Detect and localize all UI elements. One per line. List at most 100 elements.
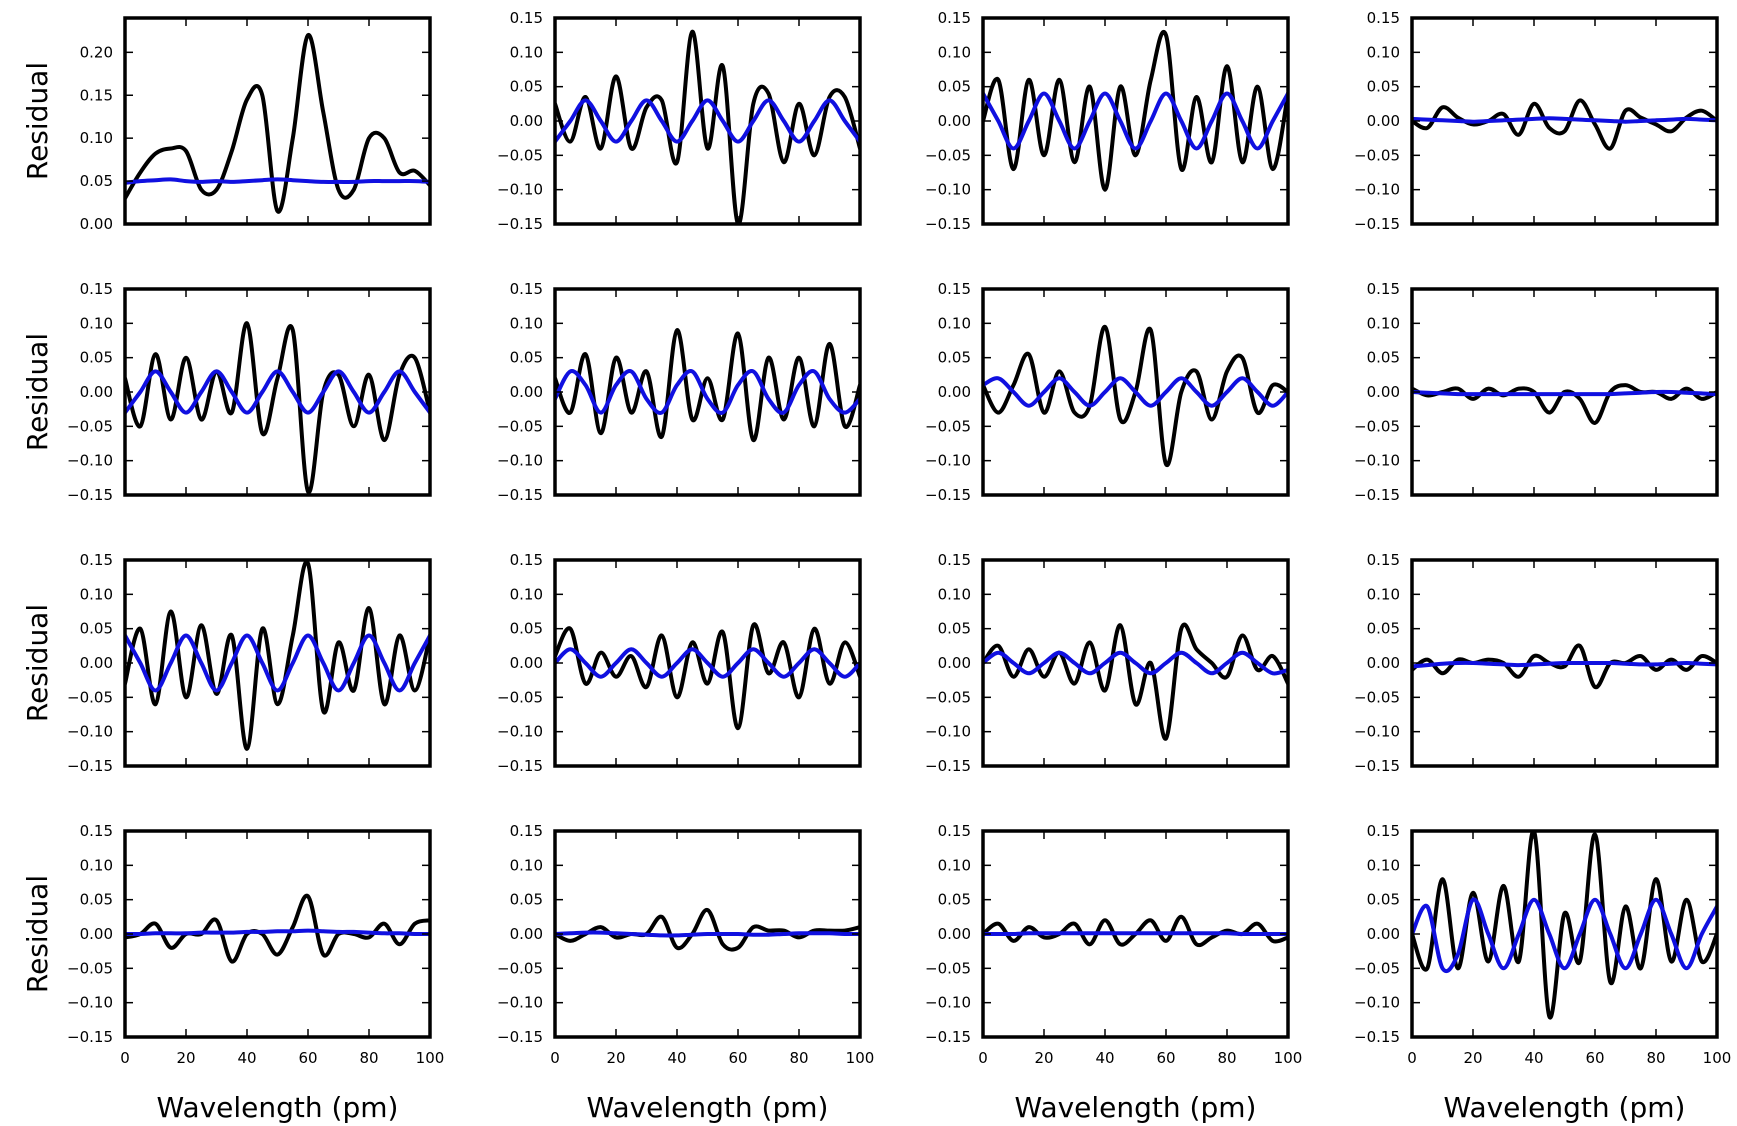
y-tick-label: 0.05: [938, 349, 971, 367]
x-axis-label: Wavelength (pm): [587, 1091, 829, 1124]
y-tick-label: −0.15: [67, 486, 113, 504]
y-tick-label: −0.15: [925, 215, 971, 233]
y-tick-label: 0.10: [80, 585, 113, 603]
x-tick-label: 80: [789, 1049, 808, 1067]
y-tick-label: −0.10: [497, 994, 543, 1012]
y-tick-label: 0.10: [80, 314, 113, 332]
y-tick-label: −0.10: [497, 181, 543, 199]
y-tick-label: 0.10: [938, 43, 971, 61]
y-tick-label: 0.05: [1367, 620, 1400, 638]
y-tick-label: 0.10: [510, 585, 543, 603]
y-tick-label: 0.00: [938, 925, 971, 943]
y-tick-label: −0.10: [1354, 723, 1400, 741]
y-tick-label: 0.00: [938, 654, 971, 672]
y-axis-label: Residual: [21, 333, 54, 451]
y-tick-label: 0.00: [510, 383, 543, 401]
y-tick-label: −0.10: [497, 452, 543, 470]
y-tick-label: −0.10: [925, 994, 971, 1012]
y-tick-label: 0.15: [80, 280, 113, 298]
y-tick-label: 0.00: [510, 112, 543, 130]
y-tick-label: −0.10: [925, 723, 971, 741]
x-tick-label: 100: [1703, 1049, 1732, 1067]
subplot-r3c4: −0.15 −0.10 −0.05 0.00 0.05 0.10 0.15: [1354, 551, 1719, 775]
y-tick-label: 0.15: [510, 551, 543, 569]
series-residual-r3c3: [983, 622, 1288, 741]
subplot-r3c1: −0.15 −0.10 −0.05 0.00 0.05 0.10 0.15 Residual: [21, 551, 432, 775]
subplot-r3c3: −0.15 −0.10 −0.05 0.00 0.05 0.10 0.15: [925, 551, 1290, 775]
y-tick-label: 0.15: [1367, 551, 1400, 569]
y-tick-label: −0.05: [1354, 146, 1400, 164]
y-axis-label: Residual: [21, 62, 54, 180]
subplot-r4c2: −0.15 −0.10 −0.05 0.00 0.05 0.10 0.15 0 20 40 60 80…: [497, 822, 874, 1124]
y-tick-label: 0.05: [510, 78, 543, 96]
x-tick-label: 40: [1095, 1049, 1114, 1067]
y-tick-label: −0.10: [1354, 181, 1400, 199]
y-axis-label: Residual: [21, 604, 54, 722]
y-tick-label: 0.15: [938, 551, 971, 569]
series-fit-r1c2: [555, 98, 860, 144]
plot-frame: [123, 16, 432, 226]
x-tick-label: 20: [606, 1049, 625, 1067]
subplot-r2c4: −0.15 −0.10 −0.05 0.00 0.05 0.10 0.15: [1354, 280, 1719, 504]
x-tick-label: 60: [298, 1049, 317, 1067]
series-fit-r4c1: [125, 928, 430, 937]
y-tick-label: 0.00: [938, 383, 971, 401]
series-residual-r2c2: [555, 328, 860, 443]
y-tick-label: 0.10: [1367, 856, 1400, 874]
y-tick-label: 0.15: [510, 822, 543, 840]
x-tick-label: 60: [728, 1049, 747, 1067]
x-tick-label: 80: [1217, 1049, 1236, 1067]
y-tick-label: 0.15: [938, 822, 971, 840]
y-tick-label: 0.05: [80, 349, 113, 367]
y-tick-label: 0.05: [510, 349, 543, 367]
y-tick-label: −0.05: [497, 146, 543, 164]
y-tick-label: 0.15: [938, 9, 971, 27]
y-tick-label: 0.15: [510, 280, 543, 298]
y-tick-label: 0.05: [938, 620, 971, 638]
x-tick-label: 60: [1156, 1049, 1175, 1067]
y-tick-label: 0.15: [1367, 280, 1400, 298]
series-fit-r1c3: [983, 91, 1288, 151]
y-tick-label: −0.05: [1354, 417, 1400, 435]
y-tick-label: 0.10: [80, 129, 113, 147]
x-axis-label: Wavelength (pm): [1015, 1091, 1257, 1124]
y-tick-label: 0.10: [938, 856, 971, 874]
y-tick-label: −0.15: [1354, 1028, 1400, 1046]
series-residual-r1c1: [125, 33, 430, 214]
x-tick-label: 20: [1034, 1049, 1053, 1067]
y-tick-label: −0.10: [67, 723, 113, 741]
y-tick-label: 0.05: [1367, 891, 1400, 909]
series-residual-r4c2: [555, 908, 860, 952]
x-tick-label: 100: [846, 1049, 875, 1067]
series-fit-r3c2: [555, 647, 860, 679]
y-tick-label: 0.15: [80, 822, 113, 840]
y-tick-label: 0.05: [80, 891, 113, 909]
y-tick-label: −0.10: [67, 994, 113, 1012]
y-tick-label: −0.05: [497, 959, 543, 977]
y-tick-label: 0.05: [938, 78, 971, 96]
y-tick-label: −0.15: [925, 757, 971, 775]
y-tick-label: −0.05: [925, 959, 971, 977]
y-tick-label: 0.00: [1367, 112, 1400, 130]
y-tick-label: −0.15: [67, 757, 113, 775]
y-tick-label: 0.10: [510, 314, 543, 332]
y-tick-label: 0.00: [938, 112, 971, 130]
x-tick-label: 60: [1585, 1049, 1604, 1067]
series-fit-r2c1: [125, 369, 430, 415]
series-residual-r3c1: [125, 560, 430, 751]
subplot-r2c3: −0.15 −0.10 −0.05 0.00 0.05 0.10 0.15: [925, 280, 1290, 504]
subplot-r1c1: 0.00 0.05 0.10 0.15 0.20 Residual: [21, 16, 432, 233]
y-tick-label: −0.15: [1354, 486, 1400, 504]
y-tick-label: 0.05: [1367, 78, 1400, 96]
y-tick-label: 0.15: [510, 9, 543, 27]
y-tick-label: 0.15: [80, 551, 113, 569]
x-axis-label: Wavelength (pm): [157, 1091, 399, 1124]
y-tick-label: 0.10: [1367, 585, 1400, 603]
y-tick-label: −0.15: [497, 486, 543, 504]
x-tick-label: 0: [550, 1049, 560, 1067]
series-residual-r1c4: [1412, 98, 1717, 151]
series-fit-r3c1: [125, 633, 430, 693]
series-residual-r2c4: [1412, 383, 1717, 425]
series-fit-r4c2: [555, 930, 860, 938]
y-tick-label: −0.10: [925, 181, 971, 199]
